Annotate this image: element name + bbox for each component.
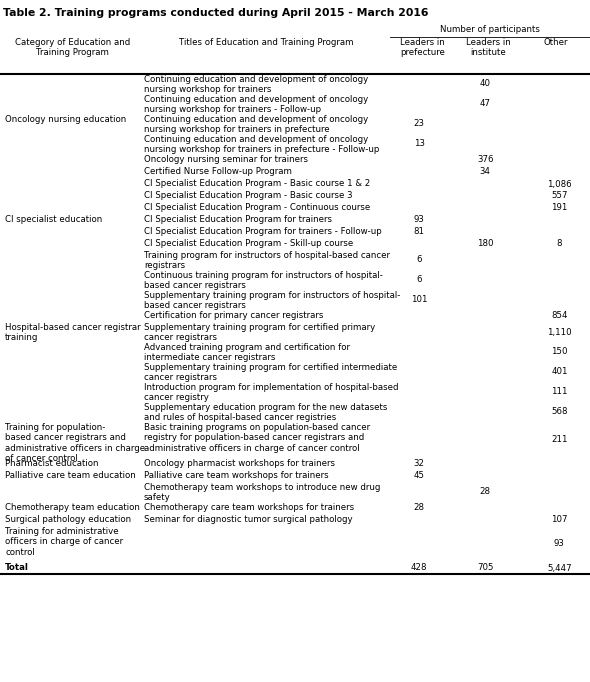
Text: Continuing education and development of oncology
nursing workshop for trainers i: Continuing education and development of … — [144, 115, 368, 134]
Text: CI Specialist Education Program for trainers - Follow-up: CI Specialist Education Program for trai… — [144, 227, 382, 236]
Text: Other: Other — [544, 38, 568, 47]
Text: 93: 93 — [414, 216, 425, 224]
Text: Leaders in
prefecture: Leaders in prefecture — [400, 38, 445, 57]
Text: 45: 45 — [414, 471, 425, 481]
Text: 1,086: 1,086 — [547, 179, 572, 188]
Text: Introduction program for implementation of hospital-based
cancer registry: Introduction program for implementation … — [144, 383, 398, 402]
Text: Basic training programs on population-based cancer
registry for population-based: Basic training programs on population-ba… — [144, 423, 370, 453]
Text: 705: 705 — [477, 563, 493, 572]
Text: 6: 6 — [417, 256, 422, 265]
Text: CI Specialist Education Program - Skill-up course: CI Specialist Education Program - Skill-… — [144, 239, 353, 248]
Text: Titles of Education and Training Program: Titles of Education and Training Program — [179, 38, 353, 47]
Text: Training for administrative
officers in charge of cancer
control: Training for administrative officers in … — [5, 527, 123, 557]
Text: Chemotherapy team workshops to introduce new drug
safety: Chemotherapy team workshops to introduce… — [144, 483, 381, 503]
Text: Continuing education and development of oncology
nursing workshop for trainers: Continuing education and development of … — [144, 75, 368, 94]
Text: CI Specialist Education Program - Basic course 3: CI Specialist Education Program - Basic … — [144, 191, 353, 200]
Text: CI specialist education: CI specialist education — [5, 215, 102, 224]
Text: 28: 28 — [480, 488, 491, 496]
Text: 376: 376 — [477, 155, 493, 164]
Text: Oncology nursing seminar for trainers: Oncology nursing seminar for trainers — [144, 155, 308, 164]
Text: Chemotherapy care team workshops for trainers: Chemotherapy care team workshops for tra… — [144, 503, 354, 512]
Text: 401: 401 — [551, 368, 568, 376]
Text: Continuous training program for instructors of hospital-
based cancer registrars: Continuous training program for instruct… — [144, 271, 383, 291]
Text: Training for population-
based cancer registrars and
administrative officers in : Training for population- based cancer re… — [5, 423, 145, 463]
Text: 28: 28 — [414, 503, 425, 512]
Text: Continuing education and development of oncology
nursing workshop for trainers i: Continuing education and development of … — [144, 135, 379, 154]
Text: CI Specialist Education Program for trainers: CI Specialist Education Program for trai… — [144, 215, 332, 224]
Text: Palliative care team workshops for trainers: Palliative care team workshops for train… — [144, 471, 329, 480]
Text: Total: Total — [5, 563, 29, 572]
Text: Category of Education and
Training Program: Category of Education and Training Progr… — [15, 38, 130, 57]
Text: 1,110: 1,110 — [547, 327, 572, 336]
Text: Supplementary training program for certified intermediate
cancer registrars: Supplementary training program for certi… — [144, 363, 397, 383]
Text: Hospital-based cancer registrar
training: Hospital-based cancer registrar training — [5, 323, 140, 342]
Text: 93: 93 — [554, 539, 565, 548]
Text: CI Specialist Education Program - Basic course 1 & 2: CI Specialist Education Program - Basic … — [144, 179, 371, 188]
Text: Seminar for diagnostic tumor surgical pathology: Seminar for diagnostic tumor surgical pa… — [144, 515, 353, 524]
Text: 5,447: 5,447 — [547, 563, 572, 572]
Text: Oncology nursing education: Oncology nursing education — [5, 115, 126, 124]
Text: 111: 111 — [551, 387, 568, 396]
Text: 6: 6 — [417, 276, 422, 284]
Text: 47: 47 — [480, 100, 491, 108]
Text: 8: 8 — [556, 239, 562, 248]
Text: Certified Nurse Follow-up Program: Certified Nurse Follow-up Program — [144, 167, 292, 176]
Text: Leaders in
institute: Leaders in institute — [466, 38, 511, 57]
Text: Continuing education and development of oncology
nursing workshop for trainers -: Continuing education and development of … — [144, 95, 368, 115]
Text: Supplementary education program for the new datasets
and rules of hospital-based: Supplementary education program for the … — [144, 403, 388, 422]
Text: 211: 211 — [551, 436, 568, 445]
Text: 107: 107 — [551, 516, 568, 524]
Text: 854: 854 — [551, 312, 568, 321]
Text: 180: 180 — [477, 239, 493, 248]
Text: Training program for instructors of hospital-based cancer
registrars: Training program for instructors of hosp… — [144, 251, 390, 270]
Text: 150: 150 — [551, 348, 568, 357]
Text: CI Specialist Education Program - Continuous course: CI Specialist Education Program - Contin… — [144, 203, 371, 212]
Text: 40: 40 — [480, 80, 491, 89]
Text: 81: 81 — [414, 228, 425, 237]
Text: Supplementary training program for instructors of hospital-
based cancer registr: Supplementary training program for instr… — [144, 291, 401, 310]
Text: 101: 101 — [411, 295, 428, 304]
Text: 34: 34 — [480, 168, 491, 177]
Text: 557: 557 — [551, 192, 568, 201]
Text: Supplementary training program for certified primary
cancer registrars: Supplementary training program for certi… — [144, 323, 375, 342]
Text: 32: 32 — [414, 460, 425, 469]
Text: 23: 23 — [414, 119, 425, 128]
Text: 428: 428 — [411, 563, 428, 572]
Text: 568: 568 — [551, 408, 568, 417]
Text: Certification for primary cancer registrars: Certification for primary cancer registr… — [144, 311, 323, 320]
Text: Number of participants: Number of participants — [440, 25, 540, 34]
Text: 13: 13 — [414, 140, 425, 149]
Text: Advanced training program and certification for
intermediate cancer registrars: Advanced training program and certificat… — [144, 343, 350, 362]
Text: Surgical pathology education: Surgical pathology education — [5, 515, 131, 524]
Text: Palliative care team education: Palliative care team education — [5, 471, 136, 480]
Text: 191: 191 — [551, 203, 568, 213]
Text: Oncology pharmacist workshops for trainers: Oncology pharmacist workshops for traine… — [144, 459, 335, 468]
Text: Table 2. Training programs conducted during April 2015 - March 2016: Table 2. Training programs conducted dur… — [3, 8, 428, 18]
Text: Pharmacist education: Pharmacist education — [5, 459, 99, 468]
Text: Chemotherapy team education: Chemotherapy team education — [5, 503, 140, 512]
